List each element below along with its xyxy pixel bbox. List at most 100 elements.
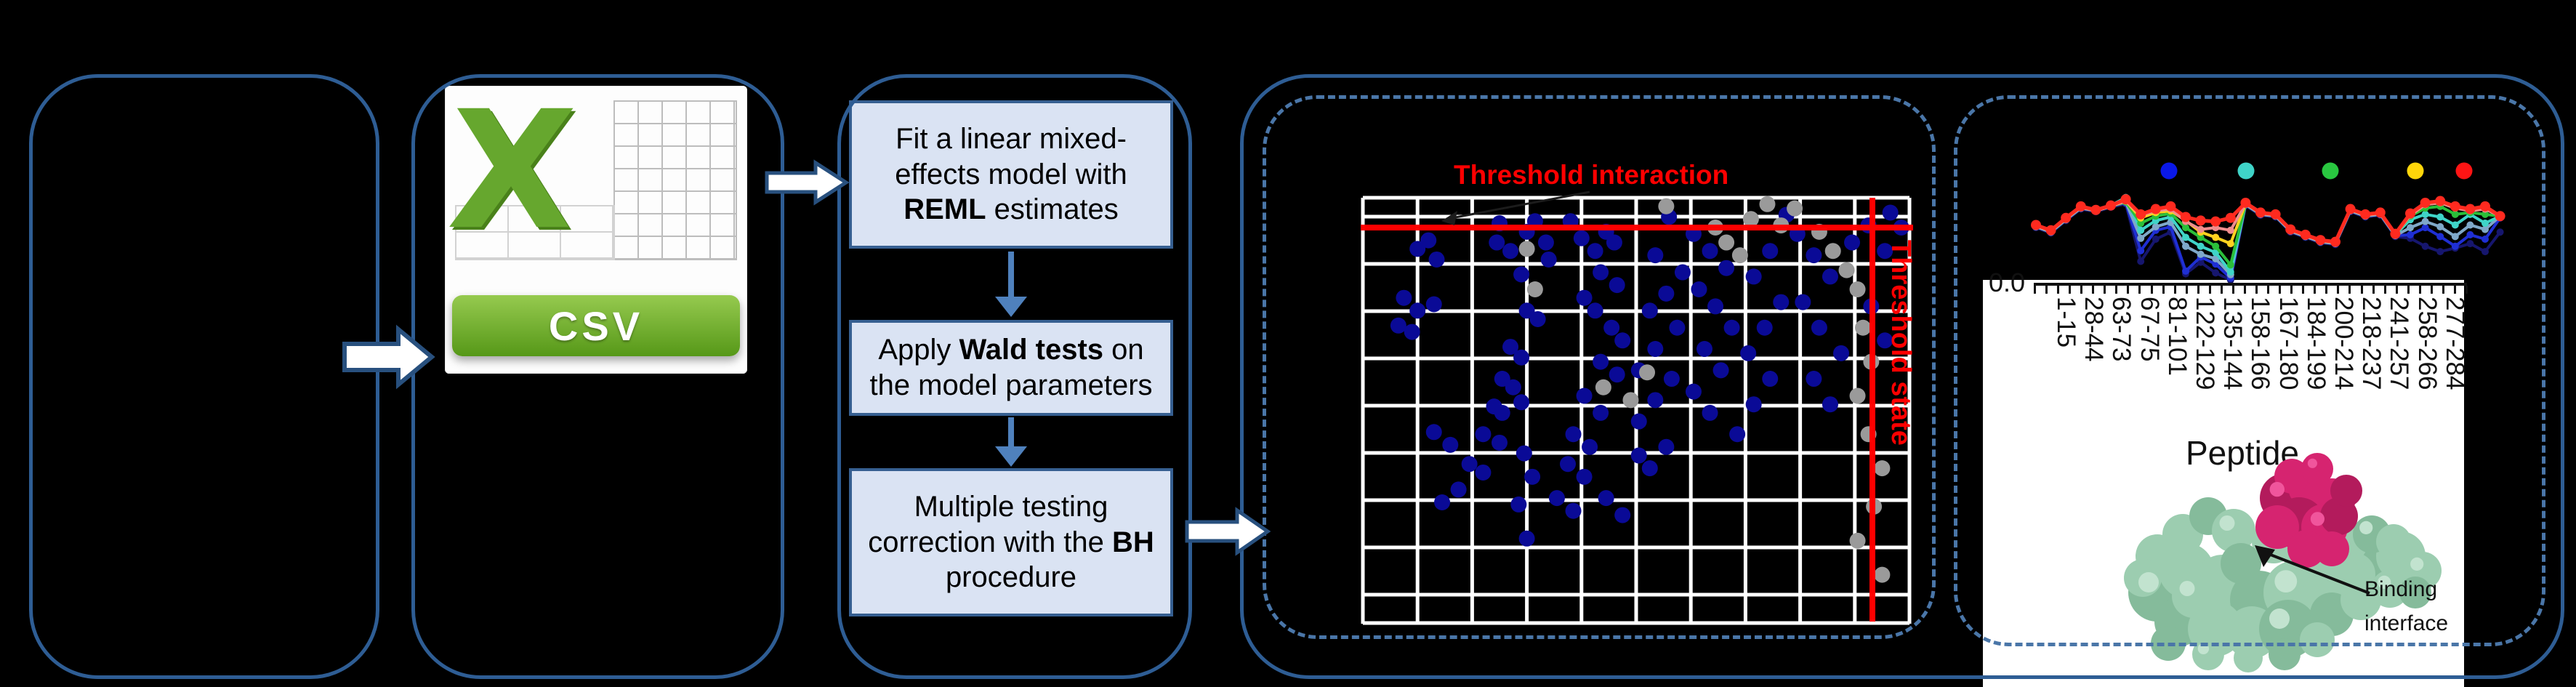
scatter-point-points-blue	[1492, 434, 1508, 451]
x-axis-tick	[2069, 286, 2072, 294]
scatter-point-points-blue	[1658, 438, 1675, 455]
x-axis-tick	[2173, 286, 2176, 294]
scatter-point-points-blue	[1502, 339, 1519, 355]
scatter-point-points-blue	[1822, 268, 1838, 285]
scatter-point-points-blue	[1396, 289, 1412, 306]
scatter-point-points-blue	[1702, 404, 1718, 421]
scatter-point-points-blue	[1576, 387, 1593, 404]
scatter-point-points-blue	[1630, 447, 1647, 464]
scatter-point-points-blue	[1425, 424, 1442, 441]
x-axis-tick	[2418, 286, 2421, 294]
scatter-point-points-blue	[1516, 445, 1532, 462]
x-axis-tick	[2185, 286, 2188, 294]
timepoint-legend-dot	[2160, 162, 2178, 180]
scatter-point-points-blue	[1806, 247, 1822, 264]
x-axis-tick	[2302, 286, 2305, 294]
flow-arrow-1-icon	[342, 324, 435, 390]
x-axis-tick	[2034, 286, 2036, 294]
x-axis-tick	[2127, 286, 2130, 294]
scatter-point-points-blue	[1475, 464, 1492, 481]
scatter-point-points-blue	[1811, 319, 1827, 336]
peptide-tick-label: 241-257	[2385, 297, 2414, 390]
peptide-tick-label: 200-214	[2330, 297, 2358, 390]
x-axis-tick	[2243, 286, 2246, 294]
scatter-point-points-blue	[1489, 234, 1505, 251]
scatter-point-points-blue	[1614, 507, 1631, 523]
scatter-point-points-blue	[1647, 247, 1664, 264]
scatter-point-points-grey	[1759, 196, 1776, 212]
scatter-point-points-blue	[1740, 345, 1757, 361]
x-axis-tick	[2407, 286, 2410, 294]
excel-x-icon: X	[444, 76, 580, 265]
scatter-point-points-grey	[1742, 211, 1759, 228]
scatter-point-points-blue	[1425, 296, 1442, 313]
peptide-tick-label: 135-144	[2218, 297, 2247, 390]
timepoint-legend-dot	[2237, 162, 2255, 180]
scatter-point-points-blue	[1560, 456, 1576, 473]
x-axis-tick	[2325, 286, 2328, 294]
timepoint-legend-dot	[2407, 162, 2424, 180]
peptide-tick-label: 67-75	[2135, 297, 2164, 362]
scatter-point-points-blue	[1844, 234, 1861, 251]
scatter-point-points-blue	[1565, 426, 1582, 443]
scatter-point-points-blue	[1603, 319, 1620, 336]
x-axis-tick	[2057, 286, 2060, 294]
connector-arrow-stem	[1008, 252, 1014, 297]
scatter-point-points-blue	[1513, 349, 1530, 366]
scatter-point-points-blue	[1729, 426, 1746, 443]
scatter-point-points-grey	[1518, 241, 1535, 257]
x-axis-tick	[2197, 286, 2199, 294]
scatter-point-points-blue	[1647, 341, 1664, 358]
scatter-point-points-grey	[1849, 532, 1866, 549]
panel-input	[29, 74, 379, 679]
scatter-point-points-blue	[1540, 251, 1557, 268]
scatter-point-points-blue	[1513, 394, 1530, 411]
x-axis-tick	[2267, 286, 2270, 294]
scatter-point-points-blue	[1696, 341, 1712, 358]
connector-arrow-head-icon	[995, 297, 1027, 317]
connector-arrow-head-icon	[995, 446, 1027, 467]
flow-step-model-label: Fit a linear mixed-effects model with RE…	[895, 122, 1127, 226]
scatter-point-points-blue	[1598, 490, 1614, 507]
flow-step-wald-label: Apply Wald tests on the model parameters	[869, 334, 1153, 401]
x-axis-tick	[2255, 286, 2258, 294]
uptake-line-green	[2035, 200, 2500, 267]
scatter-point-points-grey	[1849, 281, 1866, 297]
scatter-point-points-blue	[1630, 413, 1647, 430]
x-axis-ticks	[2034, 286, 2468, 296]
threshold-state-label: Threshold state	[1885, 240, 1916, 446]
x-axis-tick	[2045, 286, 2048, 294]
x-axis-tick	[2138, 286, 2141, 294]
scatter-point-points-blue	[1806, 371, 1822, 387]
scatter-point-points-blue	[1795, 294, 1811, 310]
scatter-point-points-blue	[1587, 302, 1603, 319]
x-axis-tick	[2162, 286, 2165, 294]
scatter-point-points-grey	[1787, 200, 1803, 217]
x-axis-tick	[2430, 286, 2433, 294]
x-axis-tick	[2080, 286, 2083, 294]
scatter-point-points-grey	[1718, 234, 1735, 251]
scatter-point-points-grey	[1855, 319, 1872, 336]
peptide-uptake-chart	[2031, 162, 2505, 284]
scatter-point-points-blue	[1723, 319, 1740, 336]
scatter-point-points-blue	[1442, 436, 1459, 453]
peptide-tick-label: 28-44	[2080, 297, 2109, 362]
threshold-interaction-label: Threshold interaction	[1454, 160, 1729, 190]
scatter-point-points-blue	[1518, 302, 1535, 319]
scatter-point-points-blue	[1691, 281, 1707, 297]
scatter-point-points-blue	[1404, 324, 1420, 340]
flow-step-bh: Multiple testing correction with the BH …	[849, 468, 1173, 616]
scatter-point-points-grey	[1658, 198, 1675, 214]
x-axis-tick	[2395, 286, 2398, 294]
x-axis-tick	[2360, 286, 2363, 294]
binding-interface-label: Binding interface	[2364, 577, 2449, 635]
scatter-point-points-blue	[1513, 266, 1530, 283]
scatter-point-points-blue	[1461, 456, 1478, 473]
scatter-point-points-blue	[1712, 362, 1729, 379]
scatter-point-points-blue	[1518, 530, 1535, 547]
scatter-point-points-blue	[1587, 243, 1603, 260]
scatter-point-points-grey	[1731, 247, 1748, 264]
scatter-point-points-blue	[1882, 204, 1899, 221]
scatter-point-points-blue	[1494, 371, 1510, 387]
x-axis-tick	[2337, 286, 2340, 294]
